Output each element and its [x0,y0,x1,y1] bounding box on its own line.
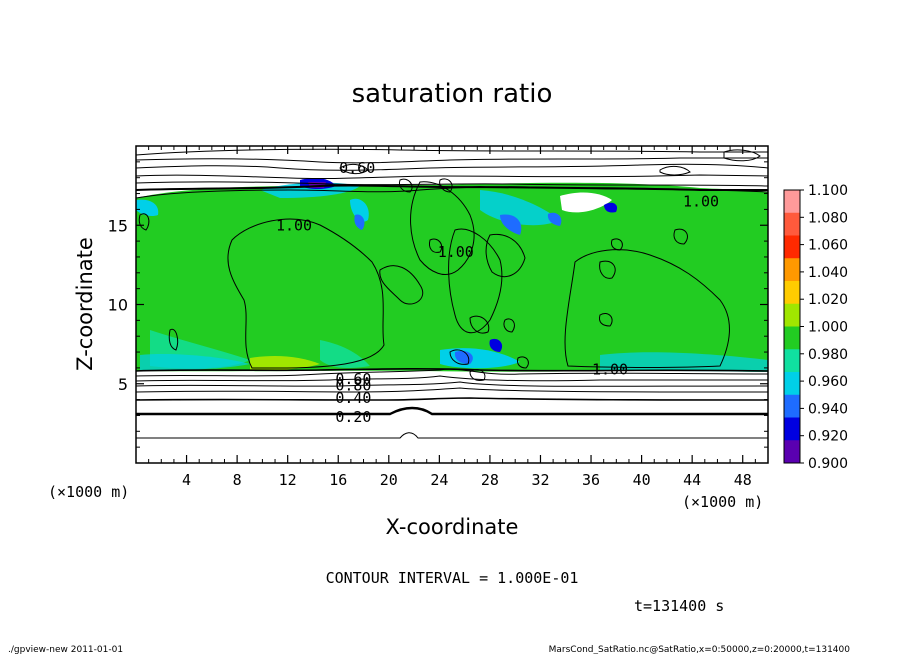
colorbar-label: 0.940 [808,401,848,417]
x-tick-label: 28 [481,471,499,489]
colorbar-swatch [784,303,800,327]
x-tick-label: 32 [531,471,549,489]
colorbar-swatch [784,258,800,282]
colorbar-label: 1.060 [808,238,848,254]
y-tick-label: 5 [118,375,128,394]
y-tick-label: 15 [108,216,128,235]
colorbar-label: 1.080 [808,210,848,226]
saturated-layer-fill [136,182,768,372]
x-tick-label: 44 [683,471,701,489]
contour-labels: 0.601.001.001.001.000.600.800.400.20 [276,159,719,426]
x-axis-label: X-coordinate [386,515,519,539]
x-tick-label: 16 [329,471,347,489]
contour-value-label: 1.00 [592,360,628,378]
colorbar-label: 0.960 [808,374,848,390]
x-axis: 4 8 12 16 20 24 28 32 36 40 44 48 [148,146,756,489]
colorbar-label: 1.020 [808,292,848,308]
y-axis: 5 10 15 [108,161,768,448]
colorbar-label: 0.920 [808,429,848,445]
contours-saturated [136,178,768,372]
colorbar-label: 1.040 [808,265,848,281]
y-axis-label: Z-coordinate [73,237,97,371]
contour-value-label: 0.80 [335,376,371,394]
x-tick-label: 4 [182,471,191,489]
colorbar-label: 1.100 [808,183,848,199]
colorbar-label: 1.000 [808,320,848,336]
x-tick-label: 8 [233,471,242,489]
colorbar-swatch [784,417,800,441]
contour-value-label: 1.00 [438,243,474,261]
contours-lower [136,349,768,439]
x-tick-label: 12 [279,471,297,489]
colorbar: 1.100 1.080 1.060 1.040 1.020 1.000 0.980 0.960… [783,183,848,472]
x-tick-label: 24 [430,471,448,489]
contour-value-label: 0.60 [339,159,375,177]
plot-area: 0.601.001.001.001.000.600.800.400.20 [136,146,768,463]
x-axis-unit-left: (×1000 m) [48,483,129,501]
colorbar-swatch [784,394,800,418]
contour-value-label: 0.40 [335,389,371,407]
low-ratio-patches [136,178,768,372]
colorbar-swatch [784,235,800,259]
footer-left: ./gpview-new 2011-01-01 [8,645,123,654]
contour-value-label: 1.00 [683,192,719,210]
x-tick-label: 20 [380,471,398,489]
chart-title: saturation ratio [352,79,553,109]
x-tick-label: 36 [582,471,600,489]
colorbar-swatch [784,326,800,350]
colorbar-swatch [784,281,800,305]
x-axis-unit-right: (×1000 m) [682,493,763,511]
colorbar-label: 0.980 [808,347,848,363]
contour-value-label: 1.00 [276,216,312,234]
colorbar-label: 0.900 [808,456,848,472]
contour-interval: CONTOUR INTERVAL = 1.000E-01 [326,569,579,587]
colorbar-swatch [784,212,800,236]
time-label: t=131400 s [634,597,724,615]
footer-right: MarsCond_SatRatio.nc@SatRatio,x=0:50000,… [549,645,851,654]
colorbar-swatch [784,190,800,214]
y-tick-label: 10 [108,296,128,315]
colorbar-swatch [784,372,800,396]
x-tick-label: 48 [734,471,752,489]
colorbar-swatch [784,440,800,464]
contour-value-label: 0.20 [335,408,371,426]
contour-value-label: 0.60 [335,370,371,388]
x-tick-label: 40 [633,471,651,489]
colorbar-swatch [784,349,800,373]
